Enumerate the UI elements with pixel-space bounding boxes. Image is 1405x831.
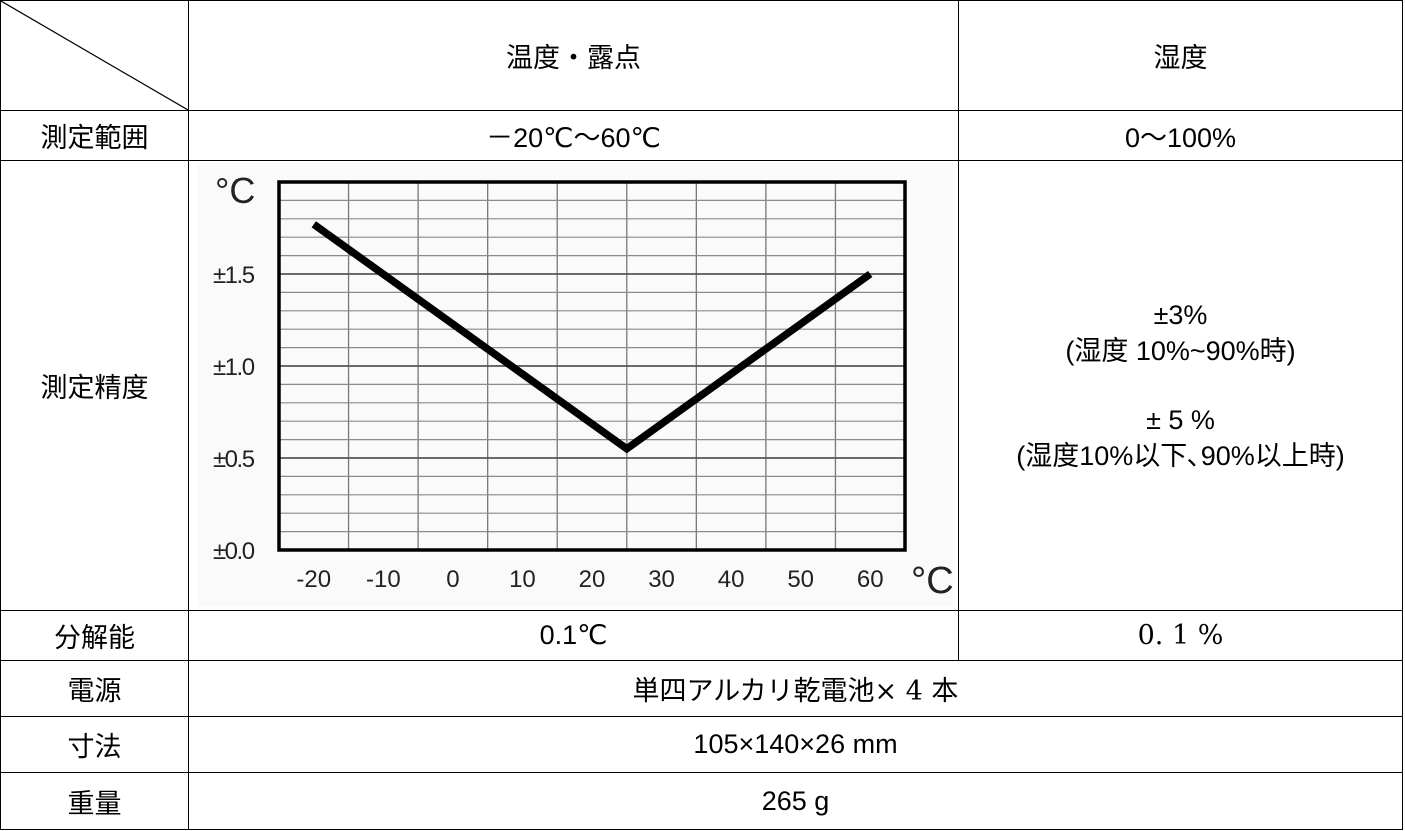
y-tick-label: ±1.0 (213, 354, 255, 381)
x-tick-label: 0 (446, 566, 459, 593)
humidity-condition-2: (湿度10%以下､90%以上時) (1016, 440, 1345, 471)
range-temp: －20℃～60℃ (188, 110, 959, 161)
y-unit-label: °C (215, 170, 255, 211)
x-tick-label: 60 (857, 566, 884, 593)
resolution-label: 分解能 (0, 610, 189, 661)
power-label: 電源 (0, 660, 189, 717)
x-tick-label: -20 (296, 566, 331, 593)
y-tick-label: ±0.5 (213, 446, 255, 473)
x-tick-label: 20 (579, 566, 606, 593)
header-row: 温度・露点 湿度 (0, 0, 1403, 111)
weight-label: 重量 (0, 772, 189, 830)
diagonal-line (1, 1, 188, 110)
x-unit-label: °C (911, 560, 953, 602)
chart-frame (277, 180, 907, 552)
weight-row: 重量 265 g (0, 772, 1403, 830)
dimensions-row: 寸法 105×140×26 mm (0, 716, 1403, 773)
accuracy-humidity: ±3% (湿度 10%~90%時) ± 5 % (湿度10%以下､90%以上時) (958, 160, 1403, 611)
dimensions-label: 寸法 (0, 716, 189, 773)
y-tick-label: ±0.0 (213, 538, 255, 565)
dimensions-value: 105×140×26 mm (188, 716, 1403, 773)
chart-grid (279, 182, 905, 550)
x-tick-label: 10 (509, 566, 536, 593)
header-corner-cell (0, 0, 189, 111)
x-tick-label: -10 (366, 566, 401, 593)
accuracy-label: 測定精度 (0, 160, 189, 611)
y-tick-label: ±1.5 (213, 262, 255, 289)
accuracy-row: 測定精度 ±0.0 ±0.5 ±1.0 ±1.5 -20 -10 0 10 20 30 40 50 60… (0, 160, 1403, 611)
range-row: 測定範囲 －20℃～60℃ 0～100% (0, 110, 1403, 161)
x-tick-label: 40 (718, 566, 745, 593)
power-value: 単四アルカリ乾電池× 4 本 (188, 660, 1403, 717)
resolution-humidity: 0. 1 % (958, 610, 1403, 661)
x-tick-label: 50 (787, 566, 814, 593)
resolution-temp: 0.1℃ (188, 610, 959, 661)
humidity-condition-1: (湿度 10%~90%時) (1065, 336, 1296, 367)
header-humidity: 湿度 (958, 0, 1403, 111)
chart-background (197, 163, 953, 607)
accuracy-chart-cell: ±0.0 ±0.5 ±1.0 ±1.5 -20 -10 0 10 20 30 40 50 60 °C °C (188, 160, 959, 611)
power-row: 電源 単四アルカリ乾電池× 4 本 (0, 660, 1403, 717)
accuracy-line (311, 221, 873, 454)
resolution-row: 分解能 0.1℃ 0. 1 % (0, 610, 1403, 661)
x-tick-label: 30 (648, 566, 675, 593)
range-humidity: 0～100% (958, 110, 1403, 161)
humidity-accuracy-2: ± 5 % (1146, 404, 1215, 435)
accuracy-chart: ±0.0 ±0.5 ±1.0 ±1.5 -20 -10 0 10 20 30 40 50 60 °C °C (197, 163, 953, 607)
humidity-accuracy-1: ±3% (1153, 299, 1208, 330)
weight-value: 265 g (188, 772, 1403, 830)
header-temp: 温度・露点 (188, 0, 959, 111)
range-label: 測定範囲 (0, 110, 189, 161)
